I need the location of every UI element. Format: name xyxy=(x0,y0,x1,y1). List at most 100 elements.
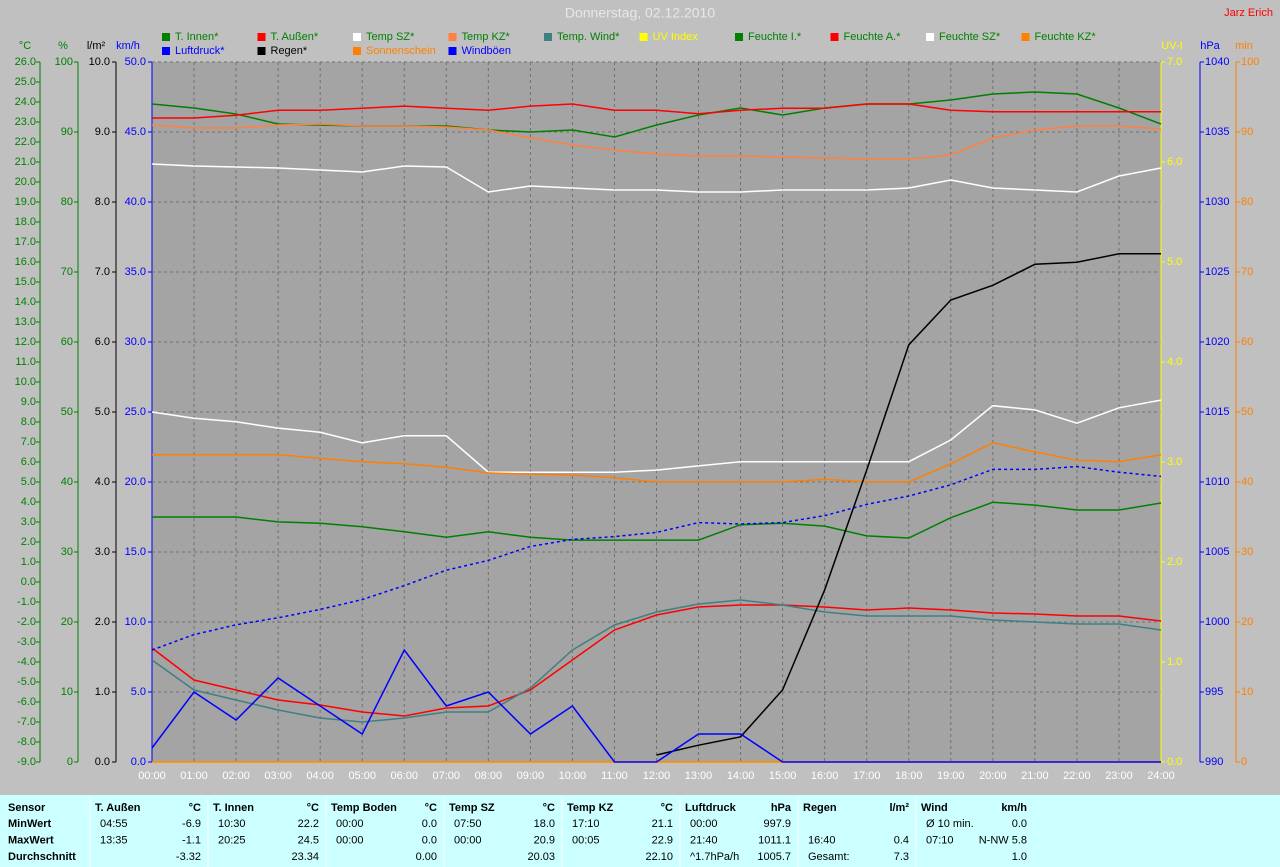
stats-row-label: Durchschnitt xyxy=(8,851,76,863)
legend-swatch xyxy=(353,47,361,55)
legend-label: Sonnenschein xyxy=(366,45,436,57)
y-tick-label: 100 xyxy=(55,56,73,68)
x-tick-label: 07:00 xyxy=(433,770,461,782)
y-tick-label: 0 xyxy=(67,756,73,768)
x-tick-label: 19:00 xyxy=(937,770,965,782)
y-tick-label: 1030 xyxy=(1205,196,1229,208)
legend-label: Windböen xyxy=(462,45,512,57)
stats-unit: °C xyxy=(189,802,201,814)
stats-value: 22.2 xyxy=(298,818,319,830)
x-tick-label: 08:00 xyxy=(475,770,503,782)
legend-label: UV Index xyxy=(653,31,699,43)
series-line xyxy=(151,648,1161,763)
stats-value: 0.0 xyxy=(1012,818,1027,830)
y-tick-label: 3.0 xyxy=(1167,456,1182,468)
series-line xyxy=(151,91,1162,138)
stats-value: 22.9 xyxy=(652,835,673,847)
y-tick-label: -5.0 xyxy=(17,676,36,688)
stats-time: 16:40 xyxy=(808,835,836,847)
x-tick-label: 10:00 xyxy=(559,770,587,782)
y-tick-label: 14.0 xyxy=(15,296,36,308)
x-tick-label: 22:00 xyxy=(1063,770,1091,782)
series-line xyxy=(152,442,1162,483)
stats-row-label: MinWert xyxy=(8,818,52,830)
stats-unit: hPa xyxy=(771,802,792,814)
series-line xyxy=(151,163,1162,193)
y-tick-label: 25.0 xyxy=(125,406,146,418)
x-tick-label: 14:00 xyxy=(727,770,755,782)
stats-time: Gesamt: xyxy=(808,851,850,863)
stats-value: -6.9 xyxy=(182,818,201,830)
x-tick-label: 21:00 xyxy=(1021,770,1049,782)
series-line xyxy=(151,599,1162,723)
legend-swatch xyxy=(639,33,648,41)
y-tick-label: -7.0 xyxy=(17,716,36,728)
stats-value: 0.00 xyxy=(416,851,437,863)
y-tick-label: 40.0 xyxy=(125,196,146,208)
y-tick-label: 30 xyxy=(61,546,73,558)
legend-swatch xyxy=(448,47,457,55)
y-tick-label: 5.0 xyxy=(21,476,36,488)
y-tick-label: 25.0 xyxy=(15,76,36,88)
x-tick-label: 06:00 xyxy=(390,770,418,782)
y-tick-label: -9.0 xyxy=(17,756,36,768)
y-tick-label: 20 xyxy=(61,616,73,628)
y-tick-label: 10 xyxy=(61,686,73,698)
x-tick-label: 09:00 xyxy=(517,770,545,782)
y-tick-label: 80 xyxy=(1241,196,1253,208)
x-tick-label: 04:00 xyxy=(306,770,334,782)
y-tick-label: -3.0 xyxy=(17,636,36,648)
legend-swatch xyxy=(162,47,170,55)
stats-value: 23.34 xyxy=(291,851,319,863)
stats-value: 0.0 xyxy=(422,835,437,847)
y-tick-label: 13.0 xyxy=(15,316,36,328)
legend-label: Feuchte I.* xyxy=(748,31,802,43)
stats-unit: km/h xyxy=(1001,802,1027,814)
stats-time: 00:00 xyxy=(454,835,482,847)
stats-value: N-NW 5.8 xyxy=(979,835,1027,847)
stats-time: 00:00 xyxy=(336,818,364,830)
y-tick-label: 3.0 xyxy=(21,516,36,528)
stats-header: T. Innen xyxy=(213,802,254,814)
y-tick-label: 2.0 xyxy=(95,616,110,628)
y-tick-label: 9.0 xyxy=(95,126,110,138)
y-tick-label: 1010 xyxy=(1205,476,1229,488)
stats-value: 1011.1 xyxy=(758,835,791,847)
y-tick-label: 70 xyxy=(1241,266,1253,278)
series-line xyxy=(152,103,1161,119)
y-tick-label: 6.0 xyxy=(1167,156,1182,168)
y-tick-label: 30.0 xyxy=(125,336,146,348)
legend-label: T. Außen* xyxy=(271,31,319,43)
y-tick-label: 1025 xyxy=(1205,266,1229,278)
y-tick-label: 0.0 xyxy=(21,576,36,588)
y-tick-label: 6.0 xyxy=(21,456,36,468)
stats-value: 24.5 xyxy=(298,835,319,847)
y-tick-label: 26.0 xyxy=(15,56,36,68)
y-tick-label: 8.0 xyxy=(95,196,110,208)
y-tick-label: 50 xyxy=(61,406,73,418)
legend-swatch xyxy=(926,33,934,41)
y-axis-title: hPa xyxy=(1200,40,1220,52)
x-tick-label: 17:00 xyxy=(853,770,881,782)
stats-time: 04:55 xyxy=(100,818,128,830)
y-tick-label: 1035 xyxy=(1205,126,1229,138)
y-tick-label: 7.0 xyxy=(95,266,110,278)
y-tick-label: 7.0 xyxy=(21,436,36,448)
x-tick-label: 02:00 xyxy=(222,770,250,782)
y-tick-label: 20.0 xyxy=(15,176,36,188)
x-tick-label: 11:00 xyxy=(601,770,628,782)
chart-title: Donnerstag, 02.12.2010 xyxy=(565,5,715,21)
y-tick-label: 2.0 xyxy=(1167,556,1182,568)
legend-swatch xyxy=(448,33,457,41)
legend-label: Feuchte SZ* xyxy=(939,31,1001,43)
author: Jarz Erich xyxy=(1224,7,1273,19)
stats-time: 21:40 xyxy=(690,835,718,847)
x-tick-label: 20:00 xyxy=(979,770,1007,782)
y-axis-title: % xyxy=(58,40,68,52)
x-tick-label: 13:00 xyxy=(685,770,713,782)
stats-time: 00:00 xyxy=(336,835,364,847)
legend-label: Regen* xyxy=(271,45,308,57)
y-tick-label: 30 xyxy=(1241,546,1253,558)
y-tick-label: 40 xyxy=(1241,476,1253,488)
stats-value: 0.0 xyxy=(422,818,437,830)
